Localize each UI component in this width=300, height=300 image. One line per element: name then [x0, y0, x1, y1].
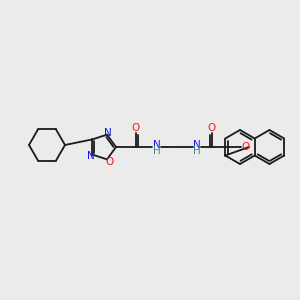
Text: N: N	[87, 151, 94, 160]
Text: O: O	[242, 142, 250, 152]
Text: O: O	[105, 158, 113, 167]
Text: N: N	[153, 140, 161, 150]
Text: O: O	[132, 123, 140, 133]
Text: H: H	[193, 146, 201, 156]
Text: O: O	[208, 123, 216, 133]
Text: N: N	[193, 140, 201, 150]
Text: N: N	[104, 128, 112, 138]
Text: H: H	[153, 146, 161, 156]
